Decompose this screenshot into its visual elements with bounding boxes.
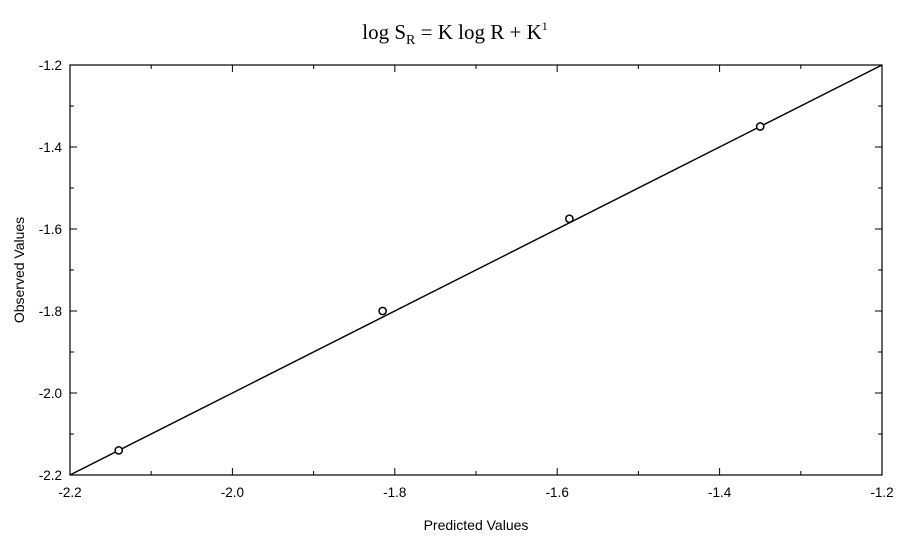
y-tick-label: -2.0 xyxy=(39,386,62,401)
x-tick-label: -1.8 xyxy=(383,485,406,500)
x-tick-label: -1.2 xyxy=(870,485,893,500)
x-axis-ticks xyxy=(69,65,883,475)
data-point xyxy=(755,122,765,131)
regression-line xyxy=(69,64,883,476)
y-tick-label: -2.2 xyxy=(39,468,62,483)
x-tick-label: -2.0 xyxy=(221,485,244,500)
data-points xyxy=(114,122,765,455)
y-axis-ticks xyxy=(70,64,882,476)
y-axis-label: Observed Values xyxy=(11,217,27,323)
data-point xyxy=(378,306,387,316)
x-axis-label: Predicted Values xyxy=(424,517,529,533)
x-tick-label: -1.4 xyxy=(708,485,732,500)
x-axis-tick-labels: -2.2 -2.0 -1.8 -1.6 -1.4 -1.2 xyxy=(58,485,893,500)
y-tick-label: -1.2 xyxy=(39,58,62,73)
y-tick-label: -1.4 xyxy=(39,140,63,155)
y-axis-tick-labels: -1.2 -1.4 -1.6 -1.8 -2.0 -2.2 xyxy=(39,58,63,483)
y-tick-label: -1.8 xyxy=(39,304,62,319)
chart-title: log SR = K log R + K1 xyxy=(362,19,547,48)
y-tick-label: -1.6 xyxy=(39,222,62,237)
data-point xyxy=(114,446,124,455)
data-point xyxy=(565,214,574,224)
x-tick-label: -2.2 xyxy=(58,485,81,500)
x-tick-label: -1.6 xyxy=(546,485,569,500)
